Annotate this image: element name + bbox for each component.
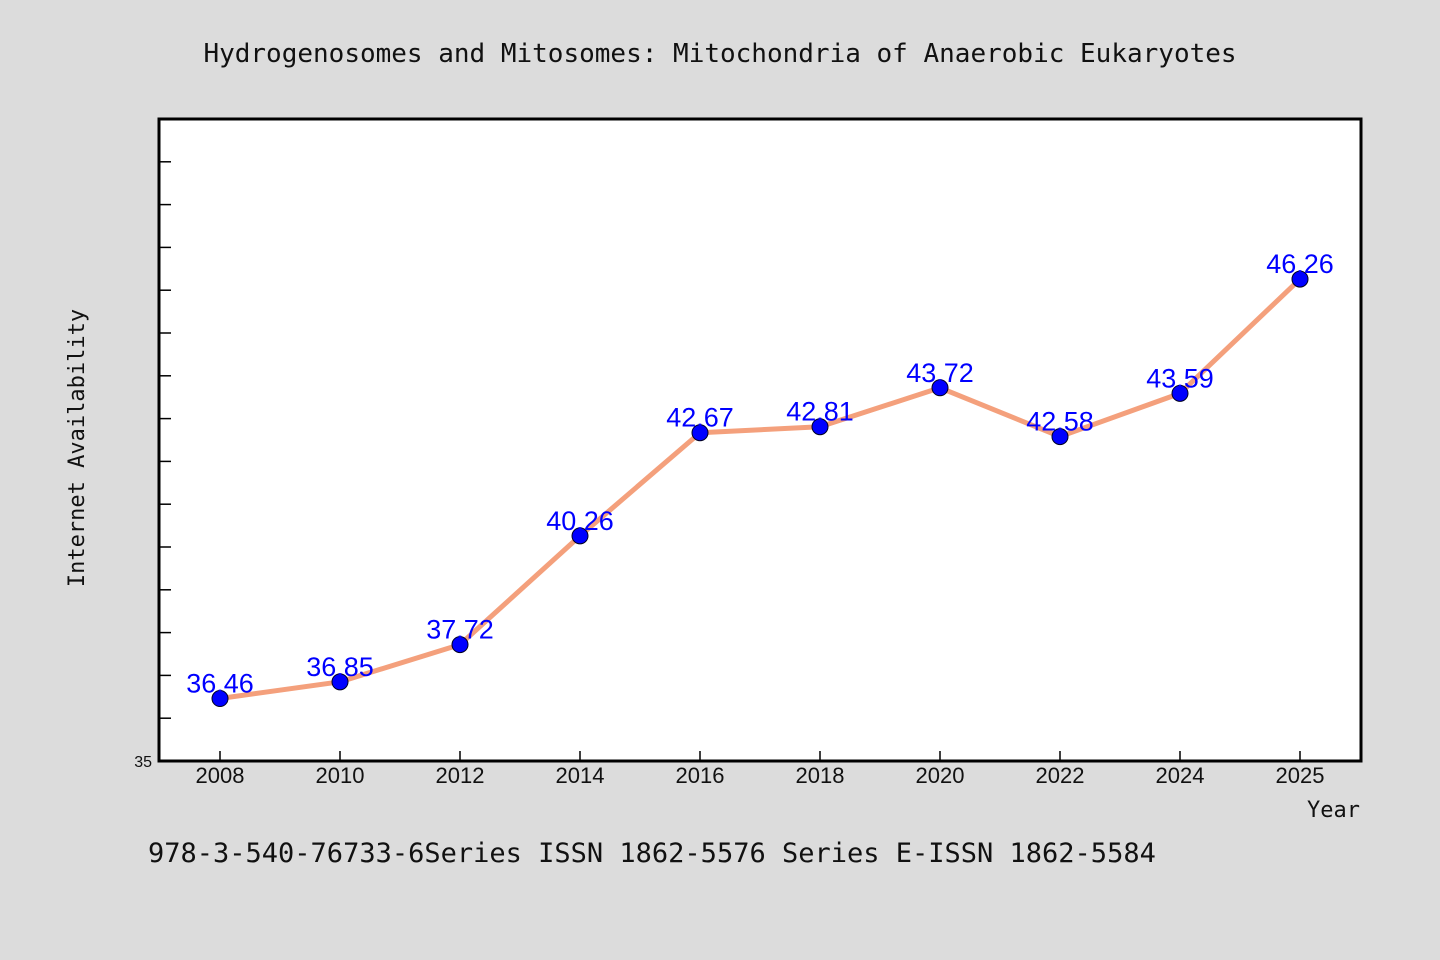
data-point — [331, 673, 349, 691]
x-tick-label: 2010 — [316, 763, 365, 788]
data-point — [691, 424, 709, 442]
y-axis-ticks — [159, 161, 171, 719]
x-tick-label: 2012 — [436, 763, 485, 788]
data-labels: 36.46 36.85 37.72 40.26 42.67 42.81 43.72 42.58… — [186, 249, 1334, 698]
data-label: 36.46 — [186, 669, 254, 699]
x-axis-ticks: 2008 2010 2012 2014 2016 2018 2020 2022 2024 2025 — [196, 751, 1325, 788]
x-tick-label: 2022 — [1036, 763, 1085, 788]
data-label: 42.81 — [786, 397, 854, 427]
data-point — [1171, 384, 1189, 402]
data-markers — [211, 270, 1309, 708]
x-tick-label: 2016 — [676, 763, 725, 788]
data-point — [1291, 270, 1309, 288]
x-tick-label: 2025 — [1276, 763, 1325, 788]
data-label: 42.67 — [666, 403, 734, 433]
data-label: 37.72 — [426, 615, 494, 645]
x-tick-label: 2014 — [556, 763, 605, 788]
x-tick-label: 2008 — [196, 763, 245, 788]
data-point — [811, 418, 829, 436]
data-point — [211, 690, 229, 708]
plot-area — [157, 117, 1363, 763]
data-label: 46.26 — [1266, 249, 1334, 279]
data-point — [931, 379, 949, 397]
data-label: 36.85 — [306, 652, 374, 682]
data-point — [571, 527, 589, 545]
footer-text: 978-3-540-76733-6Series ISSN 1862-5576 S… — [148, 838, 1156, 869]
data-label: 42.58 — [1026, 407, 1094, 437]
y-tick-label: 35 — [134, 754, 152, 771]
data-point — [1051, 428, 1069, 446]
x-tick-label: 2018 — [796, 763, 845, 788]
x-tick-label: 2020 — [916, 763, 965, 788]
data-label: 43.59 — [1146, 363, 1214, 393]
y-axis-label: Internet Availability — [65, 309, 90, 587]
data-label: 43.72 — [906, 358, 974, 388]
x-axis-label: Year — [1307, 798, 1360, 823]
data-label: 40.26 — [546, 506, 614, 536]
chart-title: Hydrogenosomes and Mitosomes: Mitochondr… — [203, 39, 1236, 69]
data-point — [451, 636, 469, 654]
x-tick-label: 2024 — [1156, 763, 1205, 788]
series-line — [217, 276, 1303, 702]
